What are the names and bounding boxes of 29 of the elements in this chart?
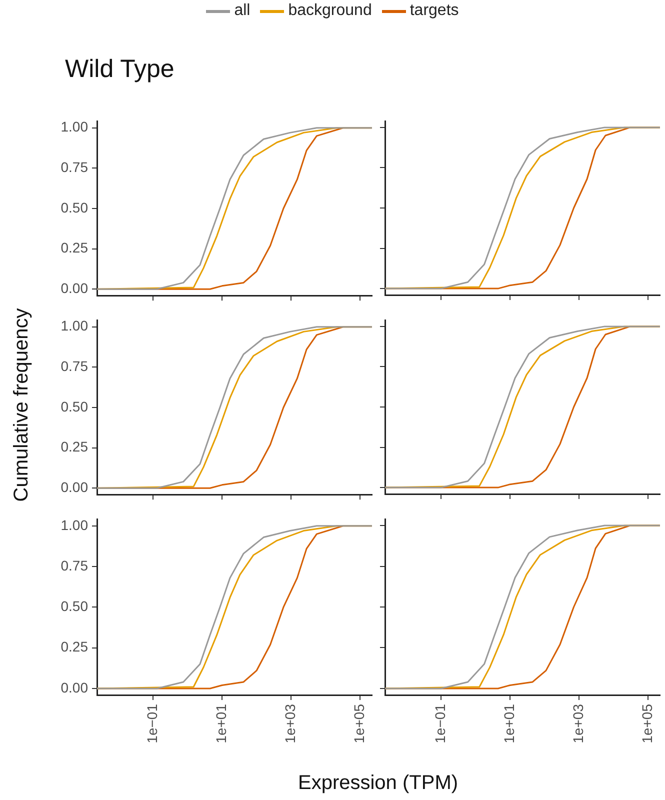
y-tick-label: 0.25 — [60, 438, 88, 455]
x-tick-label: 1e+01 — [500, 704, 517, 744]
y-tick-label: 0.00 — [60, 479, 88, 496]
x-tick-label: 1e−01 — [144, 704, 160, 744]
x-tick-label: 1e+03 — [570, 704, 586, 744]
legend-label: background — [288, 2, 372, 20]
y-tick-label: 0.75 — [60, 159, 88, 176]
y-tick-label: 1.00 — [60, 318, 88, 334]
legend-label: all — [234, 2, 250, 20]
y-tick-label: 0.00 — [60, 280, 88, 296]
x-tick-label: 1e+03 — [282, 704, 298, 744]
y-tick-label: 0.50 — [60, 199, 88, 216]
y-tick-label: 0.75 — [60, 358, 88, 374]
y-tick-label: 0.75 — [60, 557, 88, 574]
y-tick-label: 0.25 — [60, 638, 88, 655]
y-tick-label: 0.25 — [60, 240, 88, 256]
y-tick-label: 1.00 — [60, 516, 88, 533]
y-tick-label: 0.50 — [60, 398, 88, 414]
chart-title: Wild Type — [65, 55, 174, 84]
x-tick-label: 1e−01 — [432, 704, 448, 744]
x-tick-label: 1e+01 — [212, 704, 229, 744]
y-tick-label: 1.00 — [60, 118, 88, 135]
y-tick-label: 0.50 — [60, 598, 88, 614]
y-axis-title: Cumulative frequency — [10, 308, 34, 502]
x-axis-title: Expression (TPM) — [298, 772, 458, 795]
legend-label: targets — [410, 2, 459, 20]
x-tick-label: 1e+05 — [351, 704, 368, 744]
x-tick-label: 1e+05 — [639, 704, 656, 744]
y-tick-label: 0.00 — [60, 679, 88, 696]
